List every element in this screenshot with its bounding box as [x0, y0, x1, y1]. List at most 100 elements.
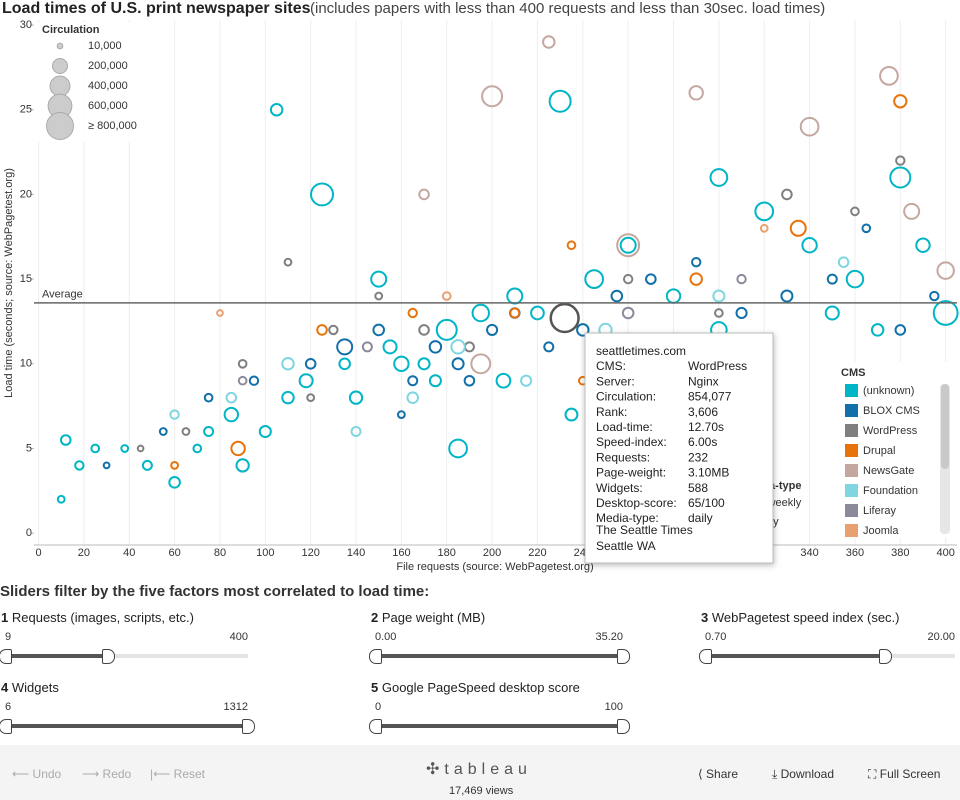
- legend-label: Drupal: [863, 445, 895, 457]
- slider-max: 35.20: [595, 631, 623, 643]
- legend-item[interactable]: NewsGate: [845, 464, 914, 477]
- data-point: [281, 390, 295, 405]
- slider-handle[interactable]: [617, 649, 630, 664]
- legend-label: Joomla: [863, 525, 899, 537]
- legend-item[interactable]: BLOX CMS: [845, 404, 920, 417]
- slider-range: [375, 654, 623, 658]
- data-point: [223, 406, 239, 423]
- data-point: [248, 375, 260, 386]
- legend-swatch: [845, 404, 858, 417]
- data-point: [393, 355, 410, 372]
- reset-label: Reset: [173, 767, 206, 781]
- data-point: [576, 323, 590, 337]
- data-point: [824, 305, 840, 321]
- y-tick-label: 20: [20, 188, 32, 200]
- slider-handle[interactable]: [0, 719, 12, 734]
- data-point: [304, 358, 317, 370]
- data-point: [845, 269, 865, 289]
- data-point: [418, 324, 430, 336]
- data-point: [837, 256, 850, 268]
- x-tick-label: 200: [483, 547, 501, 559]
- data-point: [203, 392, 214, 403]
- tooltip-value: 854,077: [688, 390, 732, 404]
- data-point: [237, 375, 248, 386]
- x-tick-label: 120: [301, 547, 319, 559]
- data-point: [688, 85, 704, 101]
- legend-item[interactable]: Liferay: [845, 504, 897, 517]
- data-point: [120, 444, 130, 453]
- legend-item[interactable]: Joomla: [845, 524, 899, 537]
- tooltip-key: CMS:: [596, 359, 626, 373]
- data-point: [915, 237, 931, 253]
- size-legend-marker: [52, 58, 68, 74]
- x-tick-label: 140: [347, 547, 365, 559]
- data-point: [616, 233, 641, 258]
- data-point: [799, 116, 820, 137]
- tooltip-location: Seattle WA: [596, 539, 656, 553]
- share-button[interactable]: ⟨ Share: [698, 767, 739, 781]
- y-tick-label: 0: [26, 527, 32, 539]
- slider-handle[interactable]: [699, 649, 712, 664]
- data-point: [441, 291, 452, 301]
- data-point: [281, 357, 295, 371]
- size-legend-label: 400,000: [88, 80, 128, 92]
- redo-button[interactable]: ⟶ Redo: [82, 767, 132, 781]
- slider-range: [5, 654, 109, 658]
- data-point: [780, 289, 794, 303]
- legend-swatch: [845, 424, 858, 437]
- tooltip-key: Circulation:: [596, 390, 656, 404]
- tableau-logo[interactable]: ✣tableau: [426, 761, 532, 778]
- sliders-header: Sliders filter by the five factors most …: [0, 583, 430, 600]
- slider-handle[interactable]: [369, 649, 382, 664]
- logo-text: tableau: [444, 761, 532, 778]
- data-point: [481, 85, 504, 108]
- data-point: [102, 461, 111, 470]
- data-point: [691, 256, 702, 268]
- legend-label: WordPress: [863, 425, 918, 437]
- fullscreen-button[interactable]: ⛶ Full Screen: [868, 767, 941, 781]
- data-point: [192, 443, 203, 454]
- slider-max: 100: [604, 701, 623, 713]
- data-point: [310, 182, 334, 207]
- slider-handle[interactable]: [617, 719, 630, 734]
- slider-min: 0: [375, 701, 382, 713]
- legend-scroll-thumb: [941, 384, 949, 469]
- download-button[interactable]: ⤓ Download: [772, 767, 835, 781]
- data-point: [936, 261, 955, 280]
- y-tick-label: 5: [26, 442, 32, 454]
- slider-label: Requests (images, scripts, etc.): [11, 610, 194, 625]
- legend-item[interactable]: (unknown): [845, 384, 914, 397]
- legend-swatch: [845, 524, 858, 537]
- data-point: [463, 374, 476, 387]
- slider-handle[interactable]: [242, 719, 255, 734]
- slider-handle[interactable]: [369, 719, 382, 734]
- x-tick-label: 160: [392, 547, 410, 559]
- data-point: [370, 270, 388, 288]
- slider-handle[interactable]: [879, 649, 893, 664]
- data-point: [712, 289, 726, 303]
- slider-handle[interactable]: [0, 649, 12, 664]
- undo-button[interactable]: ⟵ Undo: [12, 767, 62, 781]
- data-point: [879, 66, 899, 86]
- data-point: [870, 323, 885, 337]
- slider-title: 5 Google PageSpeed desktop score: [371, 680, 580, 695]
- legend-item[interactable]: WordPress: [845, 424, 918, 437]
- size-legend-label: 200,000: [88, 60, 128, 72]
- data-point: [169, 409, 180, 420]
- tooltip-value: Nginx: [688, 374, 719, 388]
- data-point: [59, 434, 72, 446]
- reset-button[interactable]: |⟵ Reset: [150, 767, 206, 781]
- data-point: [789, 219, 807, 237]
- data-point: [826, 273, 838, 285]
- data-point: [450, 339, 466, 355]
- x-tick-label: 20: [78, 547, 90, 559]
- legend-item[interactable]: Foundation: [845, 484, 918, 497]
- y-axis-title: Load time (seconds; source: WebPagetest.…: [3, 168, 15, 398]
- redo-label: Redo: [102, 767, 132, 781]
- legend-item[interactable]: Drupal: [845, 444, 895, 457]
- slider-handle[interactable]: [102, 649, 116, 664]
- tooltip-key: Desktop-score:: [596, 496, 677, 510]
- slider-label: Google PageSpeed desktop score: [381, 680, 580, 695]
- data-point: [348, 390, 364, 405]
- data-point: [714, 308, 724, 318]
